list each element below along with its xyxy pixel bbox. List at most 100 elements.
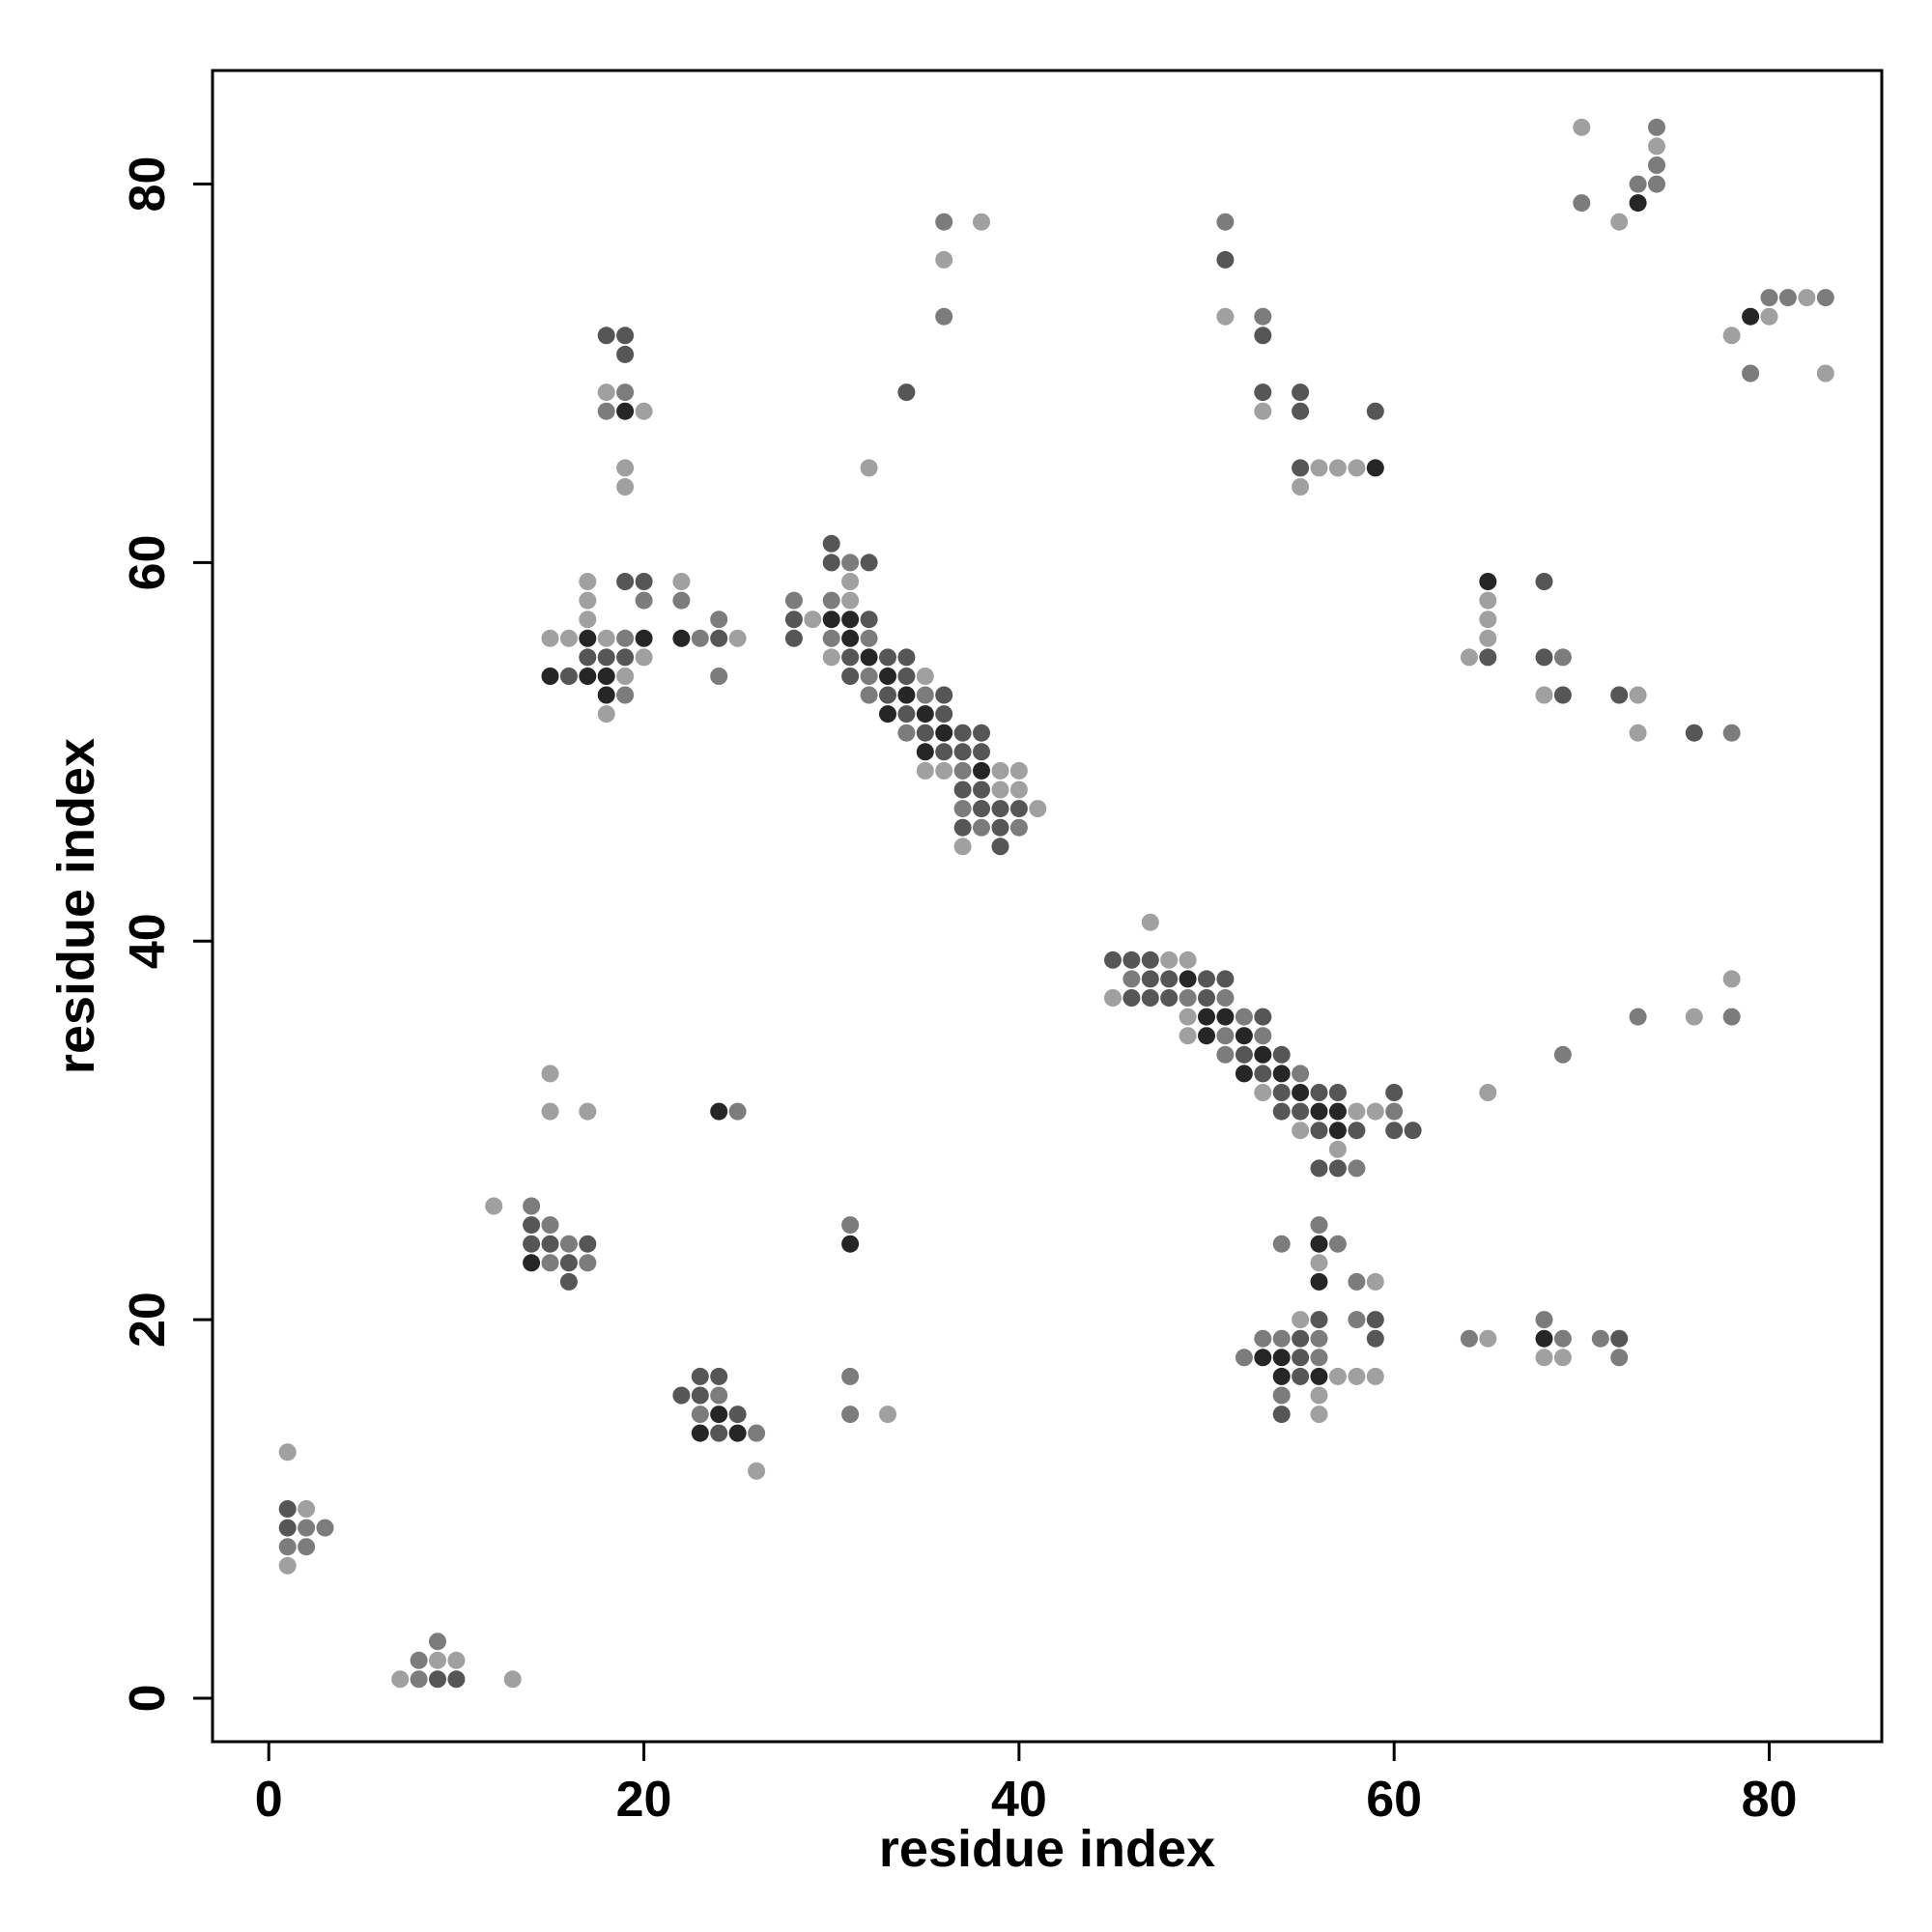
contact-point [1179,1027,1197,1045]
contact-point [1160,951,1179,969]
contact-point [1122,989,1141,1007]
contact-point [935,686,953,704]
contact-point [278,1556,297,1575]
contact-point [860,554,878,572]
contact-point [1310,1311,1328,1329]
contact-point [1009,781,1028,799]
contact-point [597,648,615,667]
contact-point [841,591,860,610]
contact-point [523,1216,541,1235]
contact-point [916,686,934,704]
contact-point [597,384,615,402]
contact-point [1328,1159,1347,1178]
contact-point [1348,1159,1366,1178]
contact-point [579,591,597,610]
contact-point [1610,686,1629,704]
contact-point [1479,573,1497,590]
contact-point [916,743,934,761]
y-tick-label: 60 [120,534,176,590]
contact-point [916,724,934,742]
contact-point [1292,1102,1310,1121]
contact-point [1553,686,1572,704]
contact-point [1722,1008,1741,1026]
contact-point [822,534,840,553]
contact-point [1535,1311,1553,1329]
contact-point [541,1216,559,1235]
contact-point [579,629,597,647]
contact-point [860,648,878,667]
contact-point [1272,1235,1291,1253]
contact-point [1104,989,1122,1007]
contact-point [1479,648,1497,667]
contact-point [1198,970,1215,988]
contact-point [1141,989,1159,1007]
contact-point [784,629,803,647]
contact-point [1179,989,1197,1007]
contact-point [710,1424,728,1442]
contact-point [579,668,597,685]
contact-point [1535,1349,1553,1367]
contact-point [897,384,916,402]
contact-point [447,1670,466,1689]
contact-point [1328,1140,1347,1158]
contact-point [1722,724,1741,742]
contact-point [1385,1102,1404,1121]
contact-point [1141,951,1159,969]
contact-point [822,554,840,572]
contact-point [748,1424,766,1442]
contact-point [1648,137,1665,156]
contact-point [710,668,728,685]
contact-point [804,611,822,629]
contact-point [879,1406,896,1424]
contact-point [1272,1102,1291,1121]
contact-point [278,1500,297,1518]
contact-point [1235,1045,1253,1064]
contact-point [429,1651,446,1669]
contact-point [822,629,840,647]
contact-point [1216,1008,1235,1026]
contact-point [616,629,635,647]
contact-point [1460,648,1478,667]
contact-point [935,213,953,231]
contact-point [1479,629,1497,647]
contact-point [953,800,972,818]
contact-point [1104,951,1122,969]
contact-point [1272,1406,1291,1424]
contact-point [559,1272,578,1291]
contact-point [559,668,578,685]
contact-point [691,1424,709,1442]
y-axis: 0 20 40 60 80 [120,156,213,1712]
contact-point [1629,686,1647,704]
contact-point [1272,1349,1291,1367]
contact-point [1292,1349,1310,1367]
contact-point [1328,1122,1347,1140]
contact-point [1685,1008,1703,1026]
contact-point [1366,1367,1384,1385]
contact-point [728,1424,747,1442]
contact-point [879,705,896,724]
contact-point [1216,970,1235,988]
contact-point [710,1386,728,1405]
contact-point [635,648,653,667]
x-tick-label: 40 [991,1772,1047,1828]
contact-point [1254,1329,1272,1348]
contact-point [1216,213,1235,231]
y-tick-label: 20 [120,1292,176,1348]
contact-point [1160,989,1179,1007]
contact-point [1648,175,1665,193]
contact-point [822,648,840,667]
contact-point [710,629,728,647]
contact-point [935,250,953,269]
contact-point [879,648,896,667]
contact-point [298,1519,316,1537]
contact-point [597,705,615,724]
contact-point [991,838,1009,856]
contact-point [503,1670,522,1689]
contact-point [1235,1065,1253,1083]
contact-point [991,818,1009,837]
contact-point [1198,1027,1215,1045]
contact-point [616,402,635,420]
contact-point [1310,1216,1328,1235]
contact-point [1179,1008,1197,1026]
